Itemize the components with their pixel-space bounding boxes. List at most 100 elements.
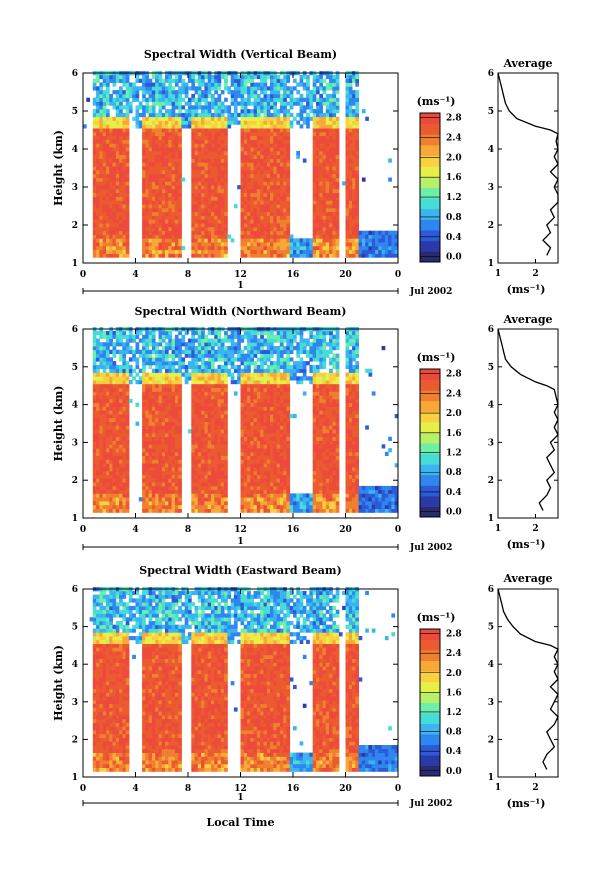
heatmap-cell	[240, 215, 245, 220]
heatmap-cell	[316, 211, 320, 216]
heatmap-cell	[214, 109, 218, 114]
heatmap-cell	[283, 93, 287, 99]
heatmap-cell	[279, 188, 284, 194]
heatmap-cell	[388, 158, 392, 163]
heatmap-cell	[214, 504, 218, 509]
heatmap-cell	[128, 364, 133, 370]
heatmap-cell	[184, 372, 189, 377]
heatmap-cell	[92, 226, 97, 232]
heatmap-cell	[109, 380, 113, 385]
heatmap-cell	[194, 395, 199, 400]
heatmap-cell	[207, 166, 212, 171]
colorbar-tick-label: 1.6	[446, 173, 462, 183]
heatmap-cell	[352, 97, 356, 102]
heatmap-cell	[96, 402, 100, 407]
heatmap-cell	[279, 215, 284, 220]
heatmap-cell	[286, 177, 291, 182]
heatmap-cell	[273, 109, 277, 114]
heatmap-cell	[161, 93, 166, 99]
heatmap-cell	[345, 169, 350, 175]
heatmap-cell	[145, 158, 149, 163]
heatmap-cell	[178, 204, 182, 209]
heatmap-cell	[142, 478, 146, 483]
heatmap-cell	[191, 391, 195, 396]
heatmap-cell	[197, 470, 202, 475]
heatmap-cell	[96, 223, 100, 228]
heatmap-cell	[122, 463, 127, 468]
heatmap-cell	[286, 204, 291, 209]
heatmap-cell	[96, 219, 100, 224]
heatmap-cell	[243, 135, 248, 140]
heatmap-cell	[115, 245, 120, 251]
heatmap-cell	[276, 90, 281, 95]
heatmap-cell	[174, 166, 179, 171]
heatmap-cell	[174, 147, 179, 152]
heatmap-cell	[247, 249, 251, 254]
heatmap-cell	[148, 143, 153, 148]
heatmap-cell	[171, 181, 176, 186]
heatmap-cell	[191, 200, 195, 205]
heatmap-cell	[256, 105, 261, 110]
heatmap-cell	[96, 74, 100, 80]
heatmap-cell	[214, 105, 218, 110]
heatmap-cell	[345, 116, 350, 121]
heatmap-cell	[92, 150, 97, 156]
heatmap-cell	[204, 188, 209, 194]
heatmap-cell	[211, 342, 215, 347]
heatmap-cell	[92, 455, 97, 460]
heatmap-cell	[220, 478, 225, 483]
heatmap-cell	[256, 192, 261, 197]
heatmap-cell	[155, 245, 159, 251]
heatmap-cell	[145, 470, 149, 475]
heatmap-cell	[151, 192, 156, 197]
heatmap-cell	[312, 181, 317, 186]
heatmap-cell	[211, 361, 215, 366]
heatmap-cell	[355, 200, 359, 205]
heatmap-cell	[250, 116, 254, 121]
heatmap-cell	[197, 334, 202, 339]
heatmap-cell	[178, 448, 182, 453]
heatmap-cell	[102, 474, 107, 479]
heatmap-cell	[178, 139, 182, 144]
heatmap-cell	[142, 440, 146, 445]
heatmap-cell	[207, 330, 212, 336]
heatmap-cell	[122, 485, 127, 491]
heatmap-cell	[151, 357, 156, 362]
heatmap-cell	[119, 74, 123, 80]
heatmap-cell	[178, 143, 182, 148]
heatmap-cell	[99, 242, 104, 247]
heatmap-cell	[217, 338, 222, 343]
heatmap-cell	[106, 429, 110, 434]
heatmap-cell	[204, 463, 209, 468]
heatmap-cell	[106, 432, 110, 438]
heatmap-cell	[115, 349, 120, 354]
heatmap-cell	[122, 177, 127, 182]
y-tick-label: 3	[72, 183, 78, 193]
heatmap-cell	[194, 207, 199, 213]
heatmap-cell	[322, 249, 327, 254]
heatmap-cell	[171, 342, 176, 347]
heatmap-cell	[220, 342, 225, 347]
heatmap-cell	[99, 158, 104, 163]
heatmap-cell	[165, 139, 169, 144]
heatmap-cell	[178, 357, 182, 362]
heatmap-cell	[165, 478, 169, 483]
heatmap-cell	[142, 109, 146, 114]
heatmap-cell	[151, 177, 156, 182]
heatmap-cell	[184, 342, 189, 347]
heatmap-cell	[211, 112, 215, 118]
heatmap-cell	[335, 154, 340, 159]
heatmap-cell	[348, 196, 353, 201]
heatmap-cell	[92, 143, 97, 148]
heatmap-cell	[125, 398, 130, 404]
heatmap-cell	[224, 162, 228, 167]
heatmap-cell	[325, 166, 330, 171]
heatmap-cell	[155, 97, 159, 102]
heatmap-cell	[151, 143, 156, 148]
heatmap-cell	[158, 131, 163, 137]
heatmap-cell	[106, 440, 110, 445]
heatmap-cell	[161, 436, 166, 441]
heatmap-cell	[194, 440, 199, 445]
heatmap-cell	[266, 185, 271, 190]
heatmap-cell	[96, 508, 100, 513]
